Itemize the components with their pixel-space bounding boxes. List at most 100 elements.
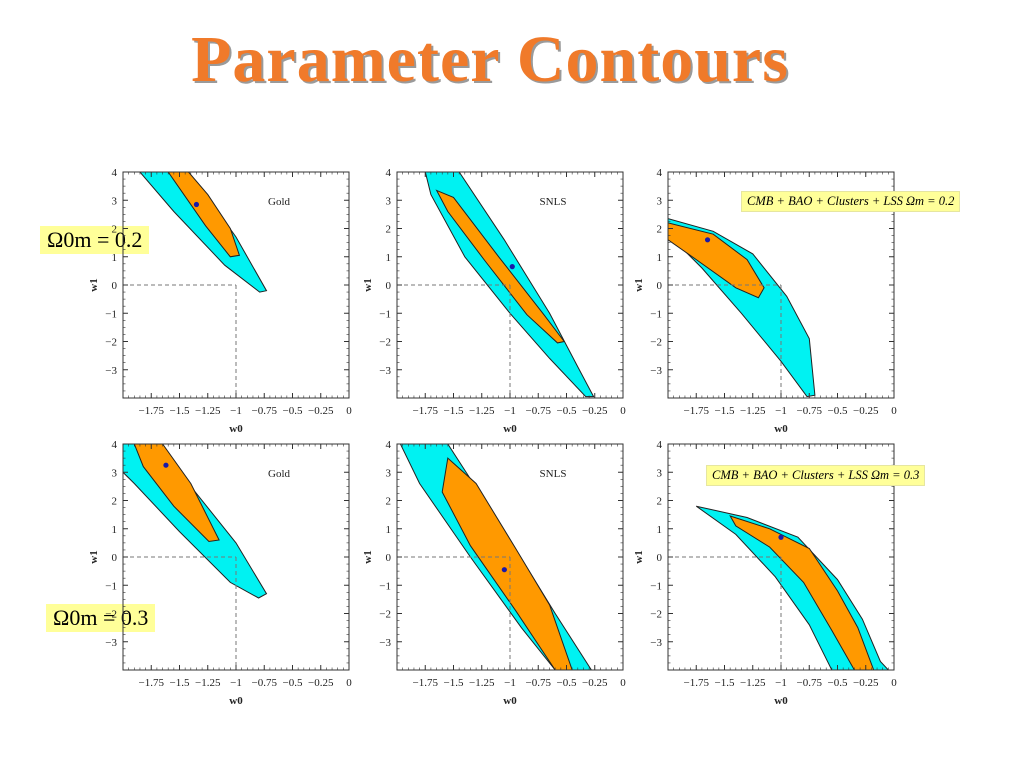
x-tick-label: −1.5 [715,405,735,417]
x-tick-label: −1.5 [170,405,190,417]
best-fit-point [509,264,515,270]
contour-panel-2-3: −1.75 −1.5 −1.25 −1 −0.75 −0.5 −0.25 0 −3 −2 −1 0 1 2… [633,439,897,707]
y-tick-label: −3 [105,365,117,377]
y-tick-label: 4 [657,167,663,179]
y-tick-label: −2 [105,337,117,349]
x-tick-label: −1.75 [684,405,710,417]
x-tick-label: −0.75 [252,677,278,689]
inner-contour-region [441,457,573,670]
x-tick-label: −1.5 [715,677,735,689]
x-tick-label: −0.5 [283,677,303,689]
dataset-label: SNLS [540,468,567,480]
y-tick-label: −2 [650,609,662,621]
x-axis-label: w0 [503,695,517,707]
y-tick-label: 0 [386,280,392,292]
dataset-label-box: CMB + BAO + Clusters + LSS Ωm = 0.2 [741,191,961,212]
y-tick-label: −1 [105,308,117,320]
dataset-label-box: CMB + BAO + Clusters + LSS Ωm = 0.3 [706,465,926,486]
omega-label-row2: Ω0m = 0.3 [46,604,156,632]
y-tick-label: −2 [379,337,391,349]
x-tick-label: 0 [620,677,626,689]
x-tick-label: −1 [504,677,516,689]
x-tick-label: −1.25 [195,677,221,689]
x-tick-label: −1.75 [413,405,439,417]
x-tick-label: −0.25 [582,405,608,417]
x-tick-label: −1.75 [684,677,710,689]
y-tick-label: 4 [386,439,392,451]
x-axis-label: w0 [774,695,788,707]
x-tick-label: 0 [891,405,897,417]
x-tick-label: −0.75 [526,677,552,689]
x-tick-label: −0.5 [828,677,848,689]
x-tick-label: 0 [891,677,897,689]
y-tick-label: 0 [657,280,663,292]
omega-label-row1: Ω0m = 0.2 [40,226,150,254]
slide-title: Parameter Contours [191,23,789,96]
y-tick-label: 0 [112,280,118,292]
y-axis-label: w1 [633,550,645,563]
x-tick-label: −0.25 [582,677,608,689]
y-tick-label: 3 [386,467,392,479]
x-tick-label: −1.25 [469,405,495,417]
y-tick-label: −2 [105,609,117,621]
x-axis-label: w0 [229,695,243,707]
y-axis-label: w1 [362,550,374,563]
best-fit-point [704,237,711,243]
y-tick-label: 4 [386,167,392,179]
y-tick-label: 1 [386,524,392,536]
x-tick-label: −1.75 [139,677,165,689]
y-tick-label: 2 [386,224,392,236]
y-tick-label: −3 [379,365,391,377]
x-tick-label: −0.25 [308,405,334,417]
y-axis-label: w1 [88,278,100,291]
inner-contour-region [435,189,566,344]
contour-panel-1-2: −1.75 −1.5 −1.25 −1 −0.75 −0.5 −0.25 0 −3 −2 −1 0 1 2… [362,167,626,435]
y-tick-label: −1 [650,308,662,320]
y-tick-label: 2 [112,496,118,508]
x-tick-label: −1.5 [170,677,190,689]
y-tick-label: −1 [379,580,391,592]
y-tick-label: 3 [112,195,118,207]
y-tick-label: 4 [657,439,663,451]
inner-contour-region [729,515,875,670]
dataset-label: Gold [268,468,291,480]
y-tick-label: 4 [112,439,118,451]
y-tick-label: −2 [650,337,662,349]
dataset-label: SNLS [540,196,567,208]
x-tick-label: −0.75 [252,405,278,417]
y-tick-label: −1 [650,580,662,592]
dataset-label: Gold [268,196,291,208]
y-tick-label: 3 [657,195,663,207]
x-axis-label: w0 [229,423,243,435]
best-fit-point [193,201,200,208]
y-tick-label: 0 [112,552,118,564]
y-tick-label: −3 [105,637,117,649]
x-tick-label: −1 [775,405,787,417]
contour-panel-2-2: −1.75 −1.5 −1.25 −1 −0.75 −0.5 −0.25 0 −3 −2 −1 0 1 2… [362,439,626,707]
x-tick-label: −0.5 [557,677,577,689]
x-tick-label: −0.75 [797,677,823,689]
x-tick-label: −1.25 [469,677,495,689]
x-tick-label: −1.25 [195,405,221,417]
x-tick-label: −0.5 [557,405,577,417]
y-tick-label: −3 [650,365,662,377]
contour-panel-1-1: −1.75 −1.5 −1.25 −1 −0.75 −0.5 −0.25 0 −3 −2 −1 0 1 2… [88,167,352,435]
best-fit-point [163,462,169,468]
x-tick-label: −0.5 [283,405,303,417]
y-tick-label: 2 [386,496,392,508]
y-tick-label: 1 [386,252,392,264]
best-fit-point [778,534,784,540]
y-tick-label: −3 [379,637,391,649]
x-tick-label: −0.75 [526,405,552,417]
y-tick-label: −3 [650,637,662,649]
x-tick-label: −0.25 [308,677,334,689]
x-tick-label: −1.75 [139,405,165,417]
y-tick-label: 1 [112,252,118,264]
x-tick-label: −1.25 [740,405,766,417]
y-tick-label: 3 [386,195,392,207]
y-axis-label: w1 [88,550,100,563]
inner-contour-region [668,222,765,299]
x-tick-label: −1 [230,405,242,417]
x-tick-label: −1.25 [740,677,766,689]
x-tick-label: 0 [346,405,352,417]
